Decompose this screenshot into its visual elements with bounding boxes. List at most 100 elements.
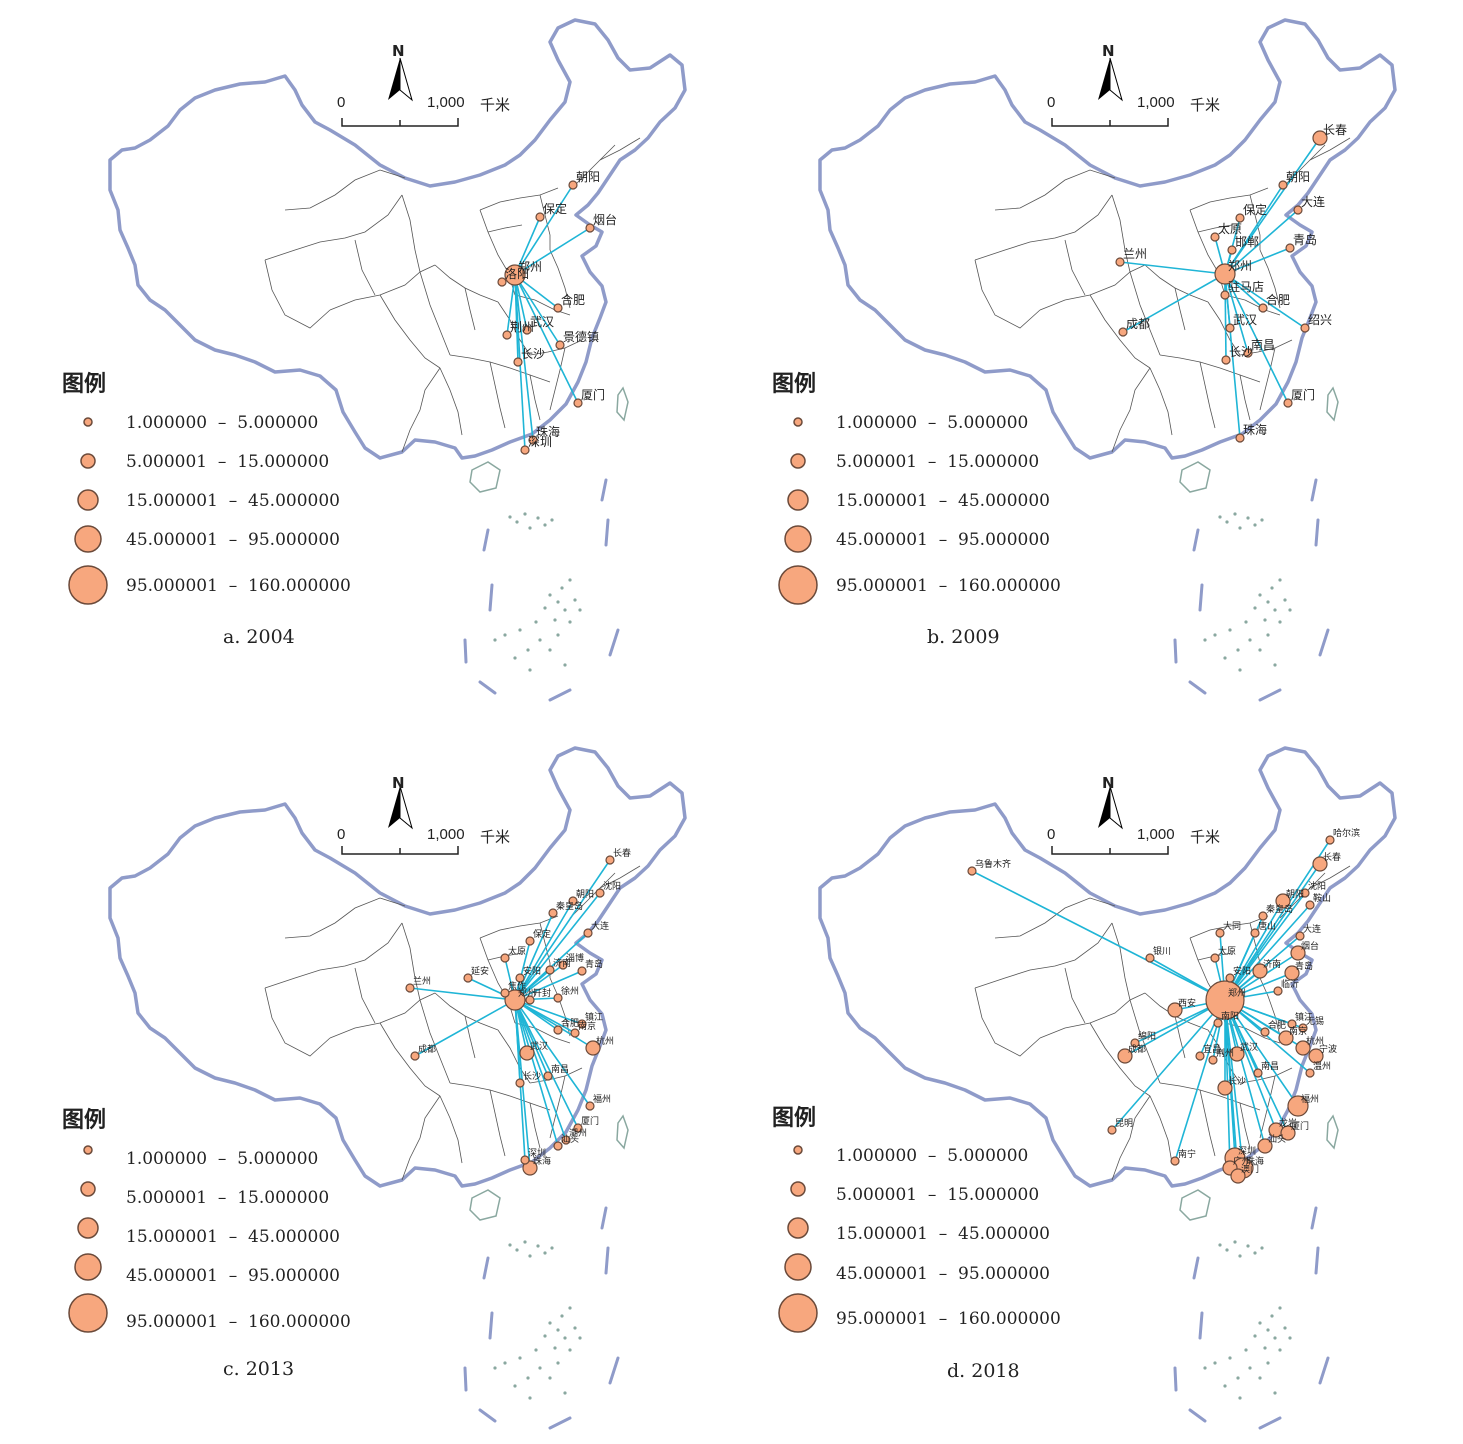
city-label-沈阳: 沈阳 [1308, 880, 1326, 892]
flow-line-长春 [1224, 137, 1321, 275]
island-dot [568, 620, 572, 624]
flow-line-镇江 [514, 999, 583, 1025]
scale-end: 1,000 [1137, 94, 1175, 111]
taiwan-island [616, 1114, 629, 1150]
city-label-济南: 济南 [553, 957, 571, 969]
province-boundary [464, 1015, 476, 1059]
panel-caption: a. 2004 [223, 626, 295, 648]
province-boundary [1239, 374, 1251, 421]
legend-circle-4 [74, 525, 102, 553]
city-label-青岛: 青岛 [1293, 232, 1317, 247]
legend-circle-5 [68, 565, 108, 605]
island-dot [1258, 648, 1262, 652]
province-boundary [974, 987, 1041, 1057]
province-boundary [1149, 367, 1173, 436]
city-circle-汕头 [553, 1141, 563, 1151]
province-boundary [1111, 1095, 1151, 1181]
province-boundary [569, 872, 616, 919]
hainan-island [469, 1189, 501, 1221]
legend-class-5: 95.000001 – 160.000000 [126, 576, 351, 596]
city-label-合肥: 合肥 [561, 292, 585, 307]
city-label-昆明: 昆明 [1115, 1118, 1133, 1129]
city-circle-镇江 [1287, 1019, 1297, 1029]
legend-class-5: 95.000001 – 160.000000 [836, 576, 1061, 596]
dash-segment [1314, 1246, 1320, 1275]
province-boundary [1259, 977, 1281, 1037]
north-arrow-icon-half [1109, 785, 1123, 830]
flow-line-厦门 [514, 274, 579, 404]
city-label-保定: 保定 [543, 201, 567, 216]
city-label-开封: 开封 [533, 987, 551, 999]
island-dot [550, 518, 554, 522]
island-dot [548, 1376, 552, 1380]
city-circle-潮州 [561, 1135, 571, 1145]
city-label-西安: 西安 [1178, 997, 1196, 1009]
flow-line-沈阳 [514, 892, 601, 1001]
legend-class-5: 95.000001 – 160.000000 [126, 1312, 351, 1332]
flow-line-烟台 [514, 227, 591, 276]
island-dot [1246, 1244, 1250, 1248]
island-dot [1228, 1356, 1232, 1360]
city-circle-长春 [1312, 856, 1328, 872]
city-label-珠海: 珠海 [533, 1155, 551, 1167]
legend-class-2: 5.000001 – 15.000000 [126, 1188, 330, 1208]
dash-segment [1173, 638, 1178, 664]
island-dot [553, 1346, 557, 1350]
island-dot [508, 515, 512, 519]
island-dot [1233, 1240, 1237, 1244]
map-panel-2018: 郑州 哈尔滨 长春 乌鲁木齐 朝阳 沈阳 鞍山 秦皇岛 大同 唐山 大连 烟台 太原 银川 济南 青岛 安阳 临沂… [720, 738, 1430, 1444]
city-circle-朝阳 [1278, 180, 1288, 190]
city-label-南阳: 南阳 [1221, 1010, 1239, 1022]
city-label-临沂: 临沂 [1281, 978, 1299, 990]
city-circle-合肥 [1260, 1027, 1270, 1037]
island-dot [1248, 1366, 1252, 1370]
scale-bar [341, 118, 459, 127]
city-label-厦门: 厦门 [1291, 1120, 1309, 1132]
city-circle-太原 [1210, 953, 1220, 963]
city-label-武汉: 武汉 [530, 315, 554, 329]
north-arrow-icon [1098, 58, 1110, 100]
flow-line-大连 [1224, 209, 1299, 275]
province-boundary [1199, 361, 1216, 429]
legend-class-1: 1.000000 – 5.000000 [126, 413, 319, 433]
island-dot [1273, 1391, 1277, 1395]
city-circle-南阳 [1213, 1018, 1223, 1028]
province-boundary [974, 259, 1041, 329]
province-boundary [1174, 287, 1186, 331]
island-dot [578, 608, 582, 612]
island-dot [1203, 638, 1207, 642]
province-boundary [1064, 239, 1086, 296]
province-boundary [479, 187, 559, 211]
island-dot [1253, 606, 1257, 610]
province-boundary [329, 992, 436, 1039]
island-dot [1278, 620, 1282, 624]
city-label-郑州: 郑州 [518, 987, 536, 999]
legend-circle-1 [83, 417, 93, 427]
island-dot [523, 1240, 527, 1244]
province-boundary [1259, 347, 1276, 411]
province-boundary [974, 194, 1113, 261]
flow-lines [1119, 137, 1321, 439]
province-boundary [1064, 967, 1086, 1024]
flow-line-绍兴 [1224, 273, 1306, 329]
province-boundary [401, 194, 421, 273]
flow-line-珠海 [514, 274, 534, 441]
flow-line-厦门 [1224, 273, 1289, 404]
city-circle-南京 [570, 1028, 580, 1038]
city-label-大同: 大同 [1223, 920, 1241, 932]
city-circle-深圳 [520, 445, 530, 455]
city-circle-银川 [1145, 953, 1155, 963]
flow-line-厦门 [514, 999, 579, 1129]
province-boundary [549, 977, 571, 1037]
dash-segment [478, 1408, 497, 1423]
island-dot [573, 1326, 577, 1330]
city-label-郑州: 郑州 [1228, 987, 1246, 999]
city-circle-兰州 [1115, 257, 1125, 267]
panel-caption: d. 2018 [947, 1360, 1020, 1382]
china-outline [818, 746, 1397, 1188]
province-boundary [1111, 922, 1131, 1001]
city-label-徐州: 徐州 [561, 985, 579, 997]
island-dot [523, 512, 527, 516]
island-dot [553, 618, 557, 622]
dash-segment [548, 688, 572, 702]
